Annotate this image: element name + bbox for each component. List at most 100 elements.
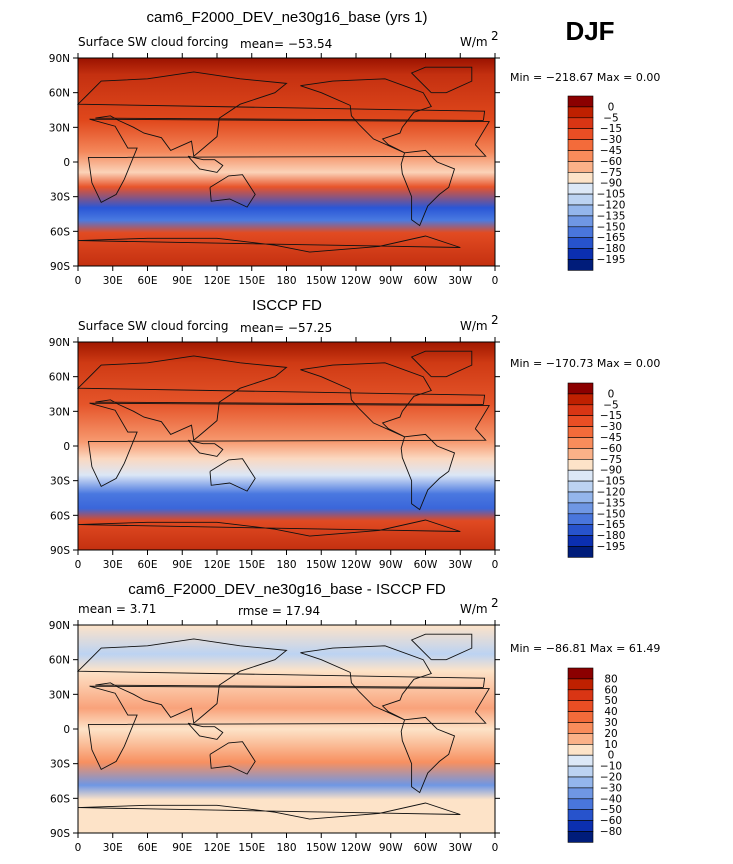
lon-tick-label: 0 [492, 559, 499, 571]
lat-tick-label: 30N [49, 122, 70, 134]
lon-tick-label: 60E [138, 275, 158, 287]
colorbar-swatch [567, 215, 594, 228]
coastline [76, 355, 486, 442]
colorbar-label: −30 [600, 421, 622, 433]
units-superscript: 2 [491, 29, 499, 43]
colorbar-label: 0 [608, 388, 615, 400]
lon-tick-label: 120E [204, 275, 231, 287]
lat-tick-label: 60N [49, 655, 70, 667]
coastline [187, 155, 224, 173]
coastline [400, 716, 456, 794]
colorbar-swatch [567, 237, 594, 249]
colorbar-label: −180 [597, 243, 626, 255]
colorbar-label: −60 [600, 156, 622, 168]
colorbar-swatch [567, 754, 594, 767]
colorbar-swatch [567, 491, 594, 504]
lat-tick-label: 30S [50, 759, 70, 771]
colorbar-label: −30 [600, 782, 622, 794]
colorbar-swatch [567, 193, 594, 206]
colorbar-swatch [567, 226, 594, 239]
colorbar-label: −165 [597, 519, 626, 531]
lon-tick-label: 30E [103, 275, 123, 287]
units-label: W/m [460, 602, 488, 616]
colorbar-swatch [567, 128, 594, 140]
coastline [400, 149, 456, 227]
colorbar-label: −180 [597, 530, 626, 542]
lon-tick-label: 180 [276, 842, 296, 854]
coastline [187, 439, 224, 457]
colorbar-swatch [567, 382, 594, 395]
coastline [77, 235, 461, 253]
colorbar-swatch [567, 809, 594, 821]
colorbar-label: 60 [604, 684, 617, 696]
colorbar-swatch [567, 426, 594, 438]
lon-tick-label: 150E [238, 559, 265, 571]
lon-tick-label: 150W [306, 842, 337, 854]
lat-tick-label: 0 [63, 157, 70, 169]
colorbar-swatch [567, 106, 594, 119]
lon-tick-label: 150E [238, 842, 265, 854]
coastline [76, 638, 486, 725]
lon-tick-label: 180 [276, 275, 296, 287]
map-panel-3: cam6_F2000_DEV_ne30g16_base - ISCCP FD me… [49, 581, 661, 854]
colorbar-label: −75 [600, 454, 622, 466]
colorbar-label: −80 [600, 826, 622, 838]
colorbar-swatch [567, 150, 594, 162]
min-max-label: Min = −86.81 Max = 61.49 [510, 642, 660, 655]
stat-label: rmse = 17.94 [238, 604, 320, 618]
colorbar-label: −75 [600, 167, 622, 179]
colorbar-label: 0 [608, 101, 615, 113]
colorbar-label: −10 [600, 761, 622, 773]
colorbar-swatch [567, 182, 594, 195]
colorbar-swatch [567, 161, 594, 173]
colorbar-swatch [567, 722, 594, 734]
colorbar-swatch [567, 524, 594, 536]
lat-tick-label: 60S [50, 793, 70, 805]
lon-tick-label: 30W [448, 275, 472, 287]
lon-tick-label: 90W [379, 559, 403, 571]
lon-tick-label: 60W [414, 559, 438, 571]
lon-tick-label: 30E [103, 559, 123, 571]
panel-title: cam6_F2000_DEV_ne30g16_base - ISCCP FD [128, 581, 446, 598]
colorbar-label: −90 [600, 465, 622, 477]
lat-tick-label: 30S [50, 192, 70, 204]
colorbar-label: −60 [600, 815, 622, 827]
colorbar-swatch [567, 437, 594, 449]
colorbar-label: −60 [600, 443, 622, 455]
coastline [300, 362, 432, 438]
colorbar-swatch [567, 700, 594, 712]
lat-tick-label: 30N [49, 406, 70, 418]
colorbar-label: −45 [600, 145, 622, 157]
coastline [209, 741, 256, 775]
lon-tick-label: 90E [172, 842, 192, 854]
coastline [410, 66, 473, 94]
coastline [77, 802, 461, 820]
colorbar-label: −20 [600, 772, 622, 784]
lon-tick-label: 60E [138, 842, 158, 854]
lon-tick-label: 0 [75, 275, 82, 287]
units-superscript: 2 [491, 313, 499, 327]
lat-tick-label: 60S [50, 226, 70, 238]
lat-tick-label: 90N [49, 337, 70, 349]
colorbar-label: 40 [604, 706, 617, 718]
colorbar-swatch [567, 743, 594, 756]
lon-tick-label: 150W [306, 559, 337, 571]
colorbar-label: 10 [604, 739, 617, 751]
stat-label: mean= −57.25 [240, 321, 332, 335]
colorbar-swatch [567, 404, 594, 416]
colorbar-label: 50 [604, 695, 617, 707]
colorbar-swatch [567, 513, 594, 525]
colorbar-swatch [567, 798, 594, 810]
colorbar-swatch [567, 139, 594, 151]
lat-tick-label: 60N [49, 88, 70, 100]
stat-label: mean= −53.54 [240, 37, 332, 51]
colorbar-label: −150 [597, 508, 626, 520]
colorbar-swatch [567, 689, 594, 701]
colorbar-swatch [567, 117, 594, 130]
colorbar-label: −195 [597, 254, 626, 266]
colorbar-label: −105 [597, 189, 626, 201]
coastline [209, 458, 256, 492]
units-superscript: 2 [491, 596, 499, 610]
colorbar-label: −105 [597, 476, 626, 488]
